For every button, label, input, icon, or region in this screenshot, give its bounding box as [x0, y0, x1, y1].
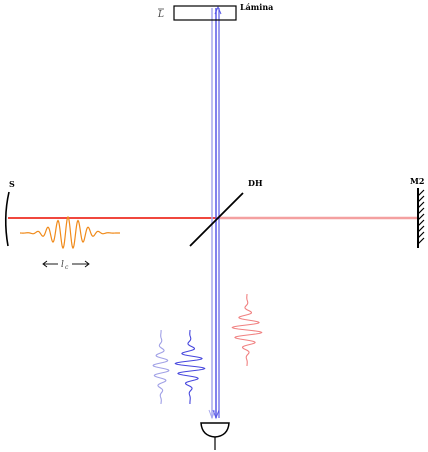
- plate-label: Lámina: [240, 2, 273, 12]
- wave-packet-reflected: [174, 329, 206, 405]
- plate: [173, 5, 237, 21]
- mirror-hatch-line: [417, 195, 425, 203]
- mirror-hatch-line: [417, 207, 425, 215]
- mirror-hatch-line: [417, 213, 425, 221]
- mirror-hatch-line: [417, 219, 425, 227]
- beam-splitter-label: DH: [248, 178, 263, 188]
- mirror-m2-label: M2: [410, 176, 424, 186]
- mirror-hatch-line: [417, 189, 425, 197]
- wave-packet-reflected-faint: [152, 329, 170, 405]
- coherence-length-label: l: [61, 260, 64, 270]
- plate-thickness-label: L: [157, 10, 164, 20]
- mirror-hatch-line: [417, 201, 425, 209]
- wave-packet-transmitted: [231, 293, 263, 367]
- mirror-m2-hatching: [417, 189, 425, 245]
- source-bracket: [4, 191, 10, 247]
- mirror-hatch-line: [417, 237, 425, 245]
- source-label: S: [9, 179, 15, 189]
- arrowhead-plate: [214, 5, 222, 15]
- coherence-length-marker: l c: [42, 260, 90, 271]
- mirror-hatch-line: [417, 231, 425, 239]
- mirror-hatch-line: [417, 225, 425, 233]
- wave-packet-source: [19, 215, 121, 250]
- beam-splitter: [189, 192, 244, 247]
- coherence-length-subscript: c: [65, 264, 69, 271]
- arrowhead-detector-2: [212, 409, 220, 420]
- detector: [200, 422, 230, 438]
